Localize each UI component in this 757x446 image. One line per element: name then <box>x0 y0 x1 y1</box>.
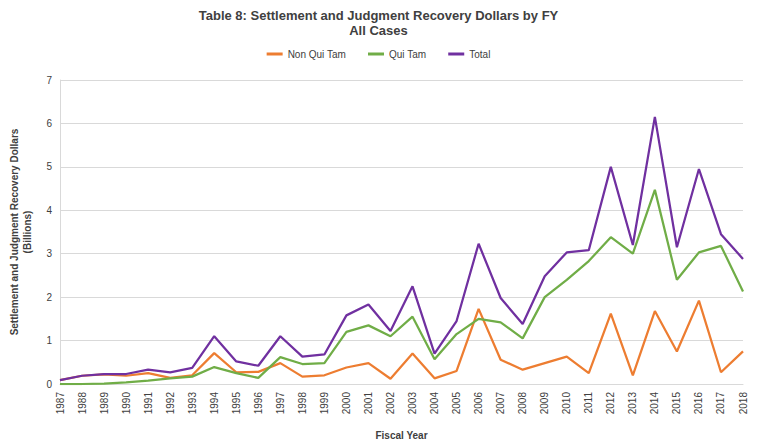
svg-text:2: 2 <box>46 292 52 303</box>
svg-text:2012: 2012 <box>605 392 616 415</box>
svg-text:1989: 1989 <box>99 392 110 415</box>
svg-text:2015: 2015 <box>671 392 682 415</box>
svg-text:1999: 1999 <box>319 392 330 415</box>
svg-text:Total: Total <box>469 49 490 60</box>
svg-text:2011: 2011 <box>583 392 594 414</box>
svg-text:Settlement and Judgment Recove: Settlement and Judgment Recovery Dollars <box>9 128 20 335</box>
svg-text:2001: 2001 <box>363 392 374 415</box>
svg-text:1: 1 <box>46 335 52 346</box>
svg-text:1988: 1988 <box>77 392 88 415</box>
svg-text:Qui Tam: Qui Tam <box>389 49 426 60</box>
svg-text:2010: 2010 <box>561 392 572 415</box>
svg-text:1990: 1990 <box>121 392 132 415</box>
svg-text:4: 4 <box>46 205 52 216</box>
svg-text:2002: 2002 <box>385 392 396 415</box>
svg-text:2017: 2017 <box>715 392 726 415</box>
svg-text:1994: 1994 <box>209 392 220 415</box>
svg-text:1996: 1996 <box>253 392 264 415</box>
svg-text:2003: 2003 <box>407 392 418 415</box>
svg-text:1995: 1995 <box>231 392 242 415</box>
svg-text:5: 5 <box>46 161 52 172</box>
svg-text:3: 3 <box>46 248 52 259</box>
svg-text:1993: 1993 <box>187 392 198 415</box>
svg-text:2004: 2004 <box>429 392 440 415</box>
svg-text:2007: 2007 <box>495 392 506 415</box>
svg-text:Table 8: Settlement and Judgme: Table 8: Settlement and Judgment Recover… <box>199 8 559 23</box>
svg-text:Non Qui Tam: Non Qui Tam <box>288 49 346 60</box>
svg-text:2016: 2016 <box>693 392 704 415</box>
svg-text:7: 7 <box>46 75 52 86</box>
svg-text:0: 0 <box>46 379 52 390</box>
svg-text:2000: 2000 <box>341 392 352 415</box>
svg-text:2018: 2018 <box>738 392 749 415</box>
svg-text:2014: 2014 <box>649 392 660 415</box>
svg-text:2005: 2005 <box>451 392 462 415</box>
svg-text:Fiscal Year: Fiscal Year <box>375 430 427 441</box>
svg-text:2009: 2009 <box>539 392 550 415</box>
svg-text:2008: 2008 <box>517 392 528 415</box>
svg-text:1998: 1998 <box>297 392 308 415</box>
svg-text:All Cases: All Cases <box>349 23 408 38</box>
svg-text:1991: 1991 <box>143 392 154 415</box>
svg-text:6: 6 <box>46 118 52 129</box>
svg-text:2006: 2006 <box>473 392 484 415</box>
svg-text:2013: 2013 <box>627 392 638 415</box>
svg-text:(Billions): (Billions) <box>22 211 33 254</box>
svg-text:1997: 1997 <box>275 392 286 415</box>
svg-text:1992: 1992 <box>165 392 176 415</box>
svg-text:1987: 1987 <box>55 392 66 415</box>
